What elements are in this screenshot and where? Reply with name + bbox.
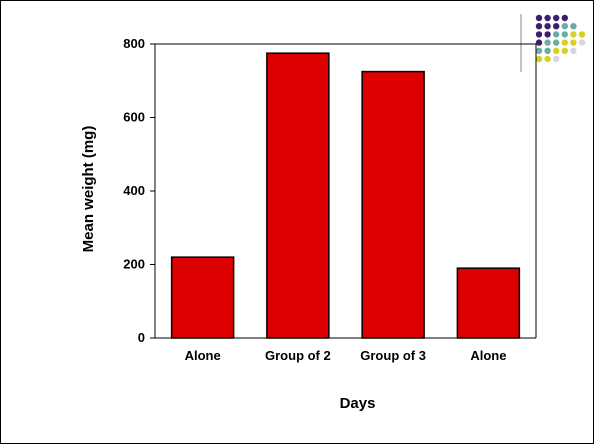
decor-dot xyxy=(553,39,560,46)
decor-dot xyxy=(570,31,577,38)
bars xyxy=(170,52,521,339)
decor-dot xyxy=(578,39,586,46)
decor-dot xyxy=(535,14,543,22)
decor-dot xyxy=(535,31,543,38)
decor-dot xyxy=(553,55,560,63)
decor-dot xyxy=(544,47,551,54)
y-tick-label: 0 xyxy=(138,330,145,345)
decor-dot xyxy=(570,47,577,54)
y-tick-label: 200 xyxy=(123,257,145,272)
decor-dot xyxy=(544,23,551,30)
x-axis-title: Days xyxy=(340,395,376,412)
bar xyxy=(456,267,521,339)
decor-dot xyxy=(553,31,560,38)
y-tick-label: 400 xyxy=(123,183,145,198)
bar xyxy=(266,52,330,339)
x-tick-label: Alone xyxy=(470,348,506,363)
decor-dot xyxy=(570,39,577,46)
x-tick-label: Group of 2 xyxy=(265,348,331,363)
y-tick-label: 600 xyxy=(123,110,145,125)
x-tick-labels: Alone Group of 2 Group of 3 Alone xyxy=(185,348,507,363)
bar xyxy=(170,256,235,339)
decor-dot xyxy=(561,31,568,38)
decor-dot xyxy=(535,55,543,63)
decor-dot xyxy=(578,31,586,38)
decor-dot xyxy=(561,14,568,22)
decor-dot xyxy=(535,23,543,30)
decor-dot xyxy=(535,39,543,46)
decor-dot xyxy=(561,23,568,30)
y-tick-label: 800 xyxy=(123,36,145,51)
x-tick-label: Alone xyxy=(185,348,221,363)
decor-dot xyxy=(544,31,551,38)
y-axis-title: Mean weight (mg) xyxy=(80,126,97,253)
bar xyxy=(361,70,425,339)
decor-dot xyxy=(535,47,543,54)
x-tick-label: Group of 3 xyxy=(360,348,426,363)
decor-dot xyxy=(553,14,560,22)
decor-dot xyxy=(561,47,568,54)
decor-dot xyxy=(570,23,577,30)
decor-dot xyxy=(553,47,560,54)
y-ticks: 0 200 400 600 800 xyxy=(123,36,155,345)
decor-dot xyxy=(544,14,551,22)
decor-dot xyxy=(544,55,551,63)
decor-dot xyxy=(553,23,560,30)
decor-dot xyxy=(544,39,551,46)
decor-dot xyxy=(561,39,568,46)
